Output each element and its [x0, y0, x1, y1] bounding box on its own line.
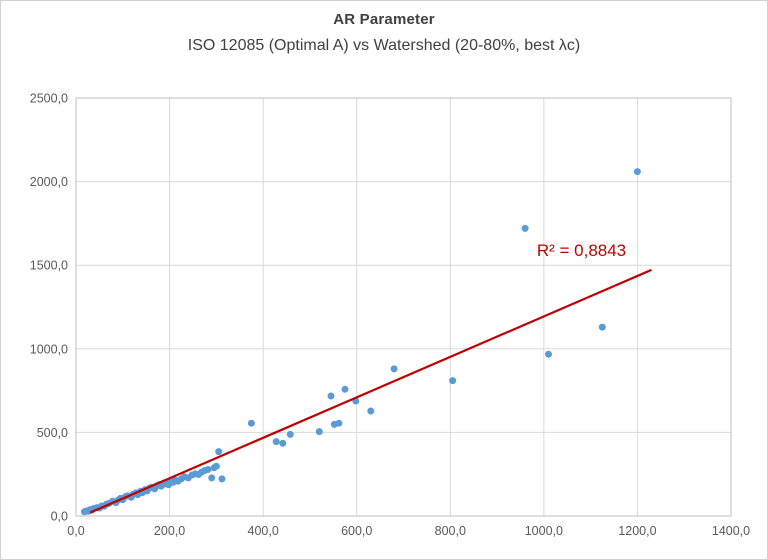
- y-tick-label: 500,0: [37, 426, 68, 440]
- r-squared-label: R² = 0,8843: [537, 241, 626, 260]
- data-point: [208, 474, 216, 482]
- x-tick-label: 400,0: [248, 524, 279, 538]
- data-point: [272, 438, 280, 446]
- data-point: [449, 377, 457, 385]
- data-point: [341, 385, 349, 393]
- data-point: [279, 439, 287, 447]
- x-tick-label: 600,0: [341, 524, 372, 538]
- x-tick-label: 800,0: [435, 524, 466, 538]
- y-tick-label: 0,0: [51, 510, 68, 524]
- plot-border: [75, 97, 732, 517]
- data-point: [633, 168, 641, 176]
- x-tick-label: 1000,0: [525, 524, 563, 538]
- x-tick-label: 1400,0: [712, 524, 750, 538]
- data-point: [204, 466, 212, 473]
- data-point: [215, 448, 223, 456]
- x-tick-label: 1200,0: [618, 524, 656, 538]
- data-point: [218, 475, 226, 483]
- data-point: [327, 392, 335, 400]
- trendline: [89, 268, 652, 514]
- y-tick-label: 1500,0: [30, 259, 68, 273]
- x-tick-label: 200,0: [154, 524, 185, 538]
- y-tick-label: 2500,0: [30, 92, 68, 106]
- y-tick-label: 1000,0: [30, 342, 68, 356]
- data-point: [367, 407, 375, 415]
- data-point: [598, 323, 606, 331]
- data-point: [545, 350, 552, 358]
- y-tick-label: 2000,0: [30, 175, 68, 189]
- x-tick-label: 0,0: [67, 524, 84, 538]
- data-point: [390, 365, 398, 373]
- data-point: [247, 419, 255, 427]
- data-point: [315, 428, 323, 436]
- data-point: [286, 430, 294, 438]
- data-point: [335, 419, 343, 427]
- data-point: [521, 224, 529, 232]
- data-point: [212, 462, 220, 470]
